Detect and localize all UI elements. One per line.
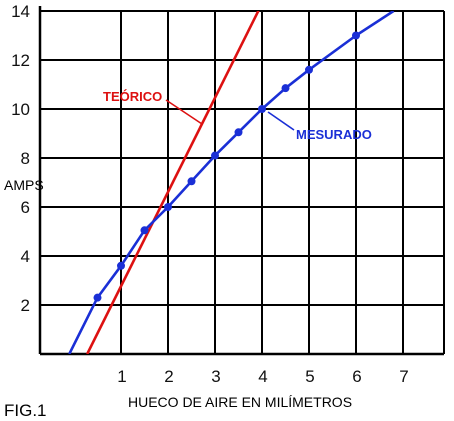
series-layer	[68, 11, 395, 354]
axes	[38, 6, 444, 356]
y-tick-label: 8	[21, 149, 30, 168]
x-tick-label: 1	[117, 367, 126, 386]
data-point-mesurado	[164, 203, 172, 211]
x-axis-label: HUECO DE AIRE EN MILÍMETROS	[128, 394, 352, 410]
data-point-mesurado	[140, 226, 149, 235]
x-tick-label: 4	[258, 367, 267, 386]
y-tick-label: 2	[21, 296, 30, 315]
y-tick-label: 4	[21, 247, 30, 266]
data-point-mesurado	[281, 84, 290, 93]
x-tick-label: 7	[399, 367, 408, 386]
data-point-mesurado	[234, 128, 243, 137]
x-tick-label: 6	[352, 367, 361, 386]
data-point-mesurado	[305, 65, 313, 74]
data-point-mesurado	[211, 151, 219, 160]
data-point-mesurado	[187, 177, 196, 186]
figure-label: FIG.1	[4, 401, 47, 420]
annotation-teorico-leader	[165, 99, 203, 125]
y-tick-label: 10	[11, 100, 30, 119]
y-tick-label: 6	[21, 198, 30, 217]
annotation-teorico: TEÓRICO	[103, 89, 162, 104]
y-axis-label: AMPS	[4, 177, 44, 193]
y-tick-label: 14	[11, 2, 30, 21]
data-point-mesurado	[93, 293, 102, 302]
grid	[40, 10, 445, 354]
series-line-teorico	[86, 11, 260, 354]
y-tick-label: 12	[11, 51, 30, 70]
data-point-mesurado	[258, 105, 266, 113]
data-point-mesurado	[352, 31, 360, 40]
x-tick-label: 3	[211, 367, 220, 386]
annotation-mesurado: MESURADO	[296, 127, 372, 142]
x-tick-label: 5	[305, 367, 314, 386]
data-point-mesurado	[117, 261, 125, 270]
annotation-mesurado-leader	[267, 111, 295, 131]
x-tick-label: 2	[164, 367, 173, 386]
